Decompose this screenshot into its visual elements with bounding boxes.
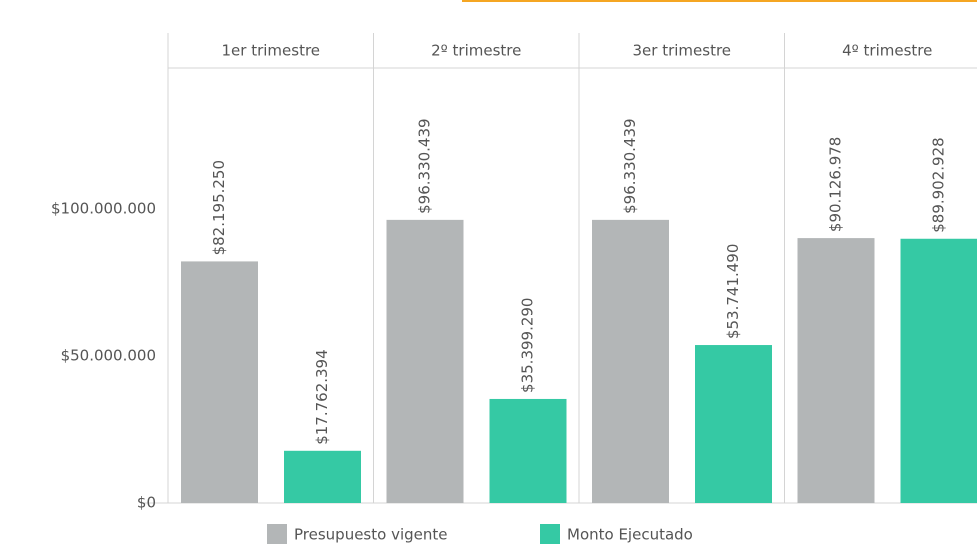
- value-label: $96.330.439: [416, 118, 434, 213]
- legend-swatch: [540, 524, 560, 544]
- value-label: $82.195.250: [210, 160, 228, 255]
- value-label: $17.762.394: [313, 349, 331, 444]
- bar: [489, 398, 567, 503]
- bar: [695, 345, 772, 503]
- value-label: $35.399.290: [519, 298, 537, 393]
- y-tick-label: $0: [137, 494, 156, 512]
- category-label: 1er trimestre: [221, 42, 320, 60]
- bar: [386, 219, 464, 503]
- top-accent: [462, 0, 977, 2]
- category-label: 2º trimestre: [431, 42, 521, 60]
- value-label: $90.126.978: [827, 137, 845, 232]
- value-label: $53.741.490: [724, 244, 742, 339]
- value-label: $96.330.439: [621, 118, 639, 213]
- legend-label: Presupuesto vigente: [294, 526, 447, 544]
- y-tick-label: $100.000.000: [51, 200, 156, 218]
- category-label: 4º trimestre: [842, 42, 932, 60]
- bar: [284, 450, 361, 503]
- legend-label: Monto Ejecutado: [567, 526, 693, 544]
- legend-swatch: [267, 524, 287, 544]
- bar: [592, 219, 669, 503]
- bar: [181, 261, 258, 503]
- value-label: $89.902.928: [930, 137, 948, 232]
- y-tick-label: $50.000.000: [61, 347, 156, 365]
- bar: [900, 238, 977, 503]
- bar: [797, 238, 875, 503]
- category-label: 3er trimestre: [632, 42, 731, 60]
